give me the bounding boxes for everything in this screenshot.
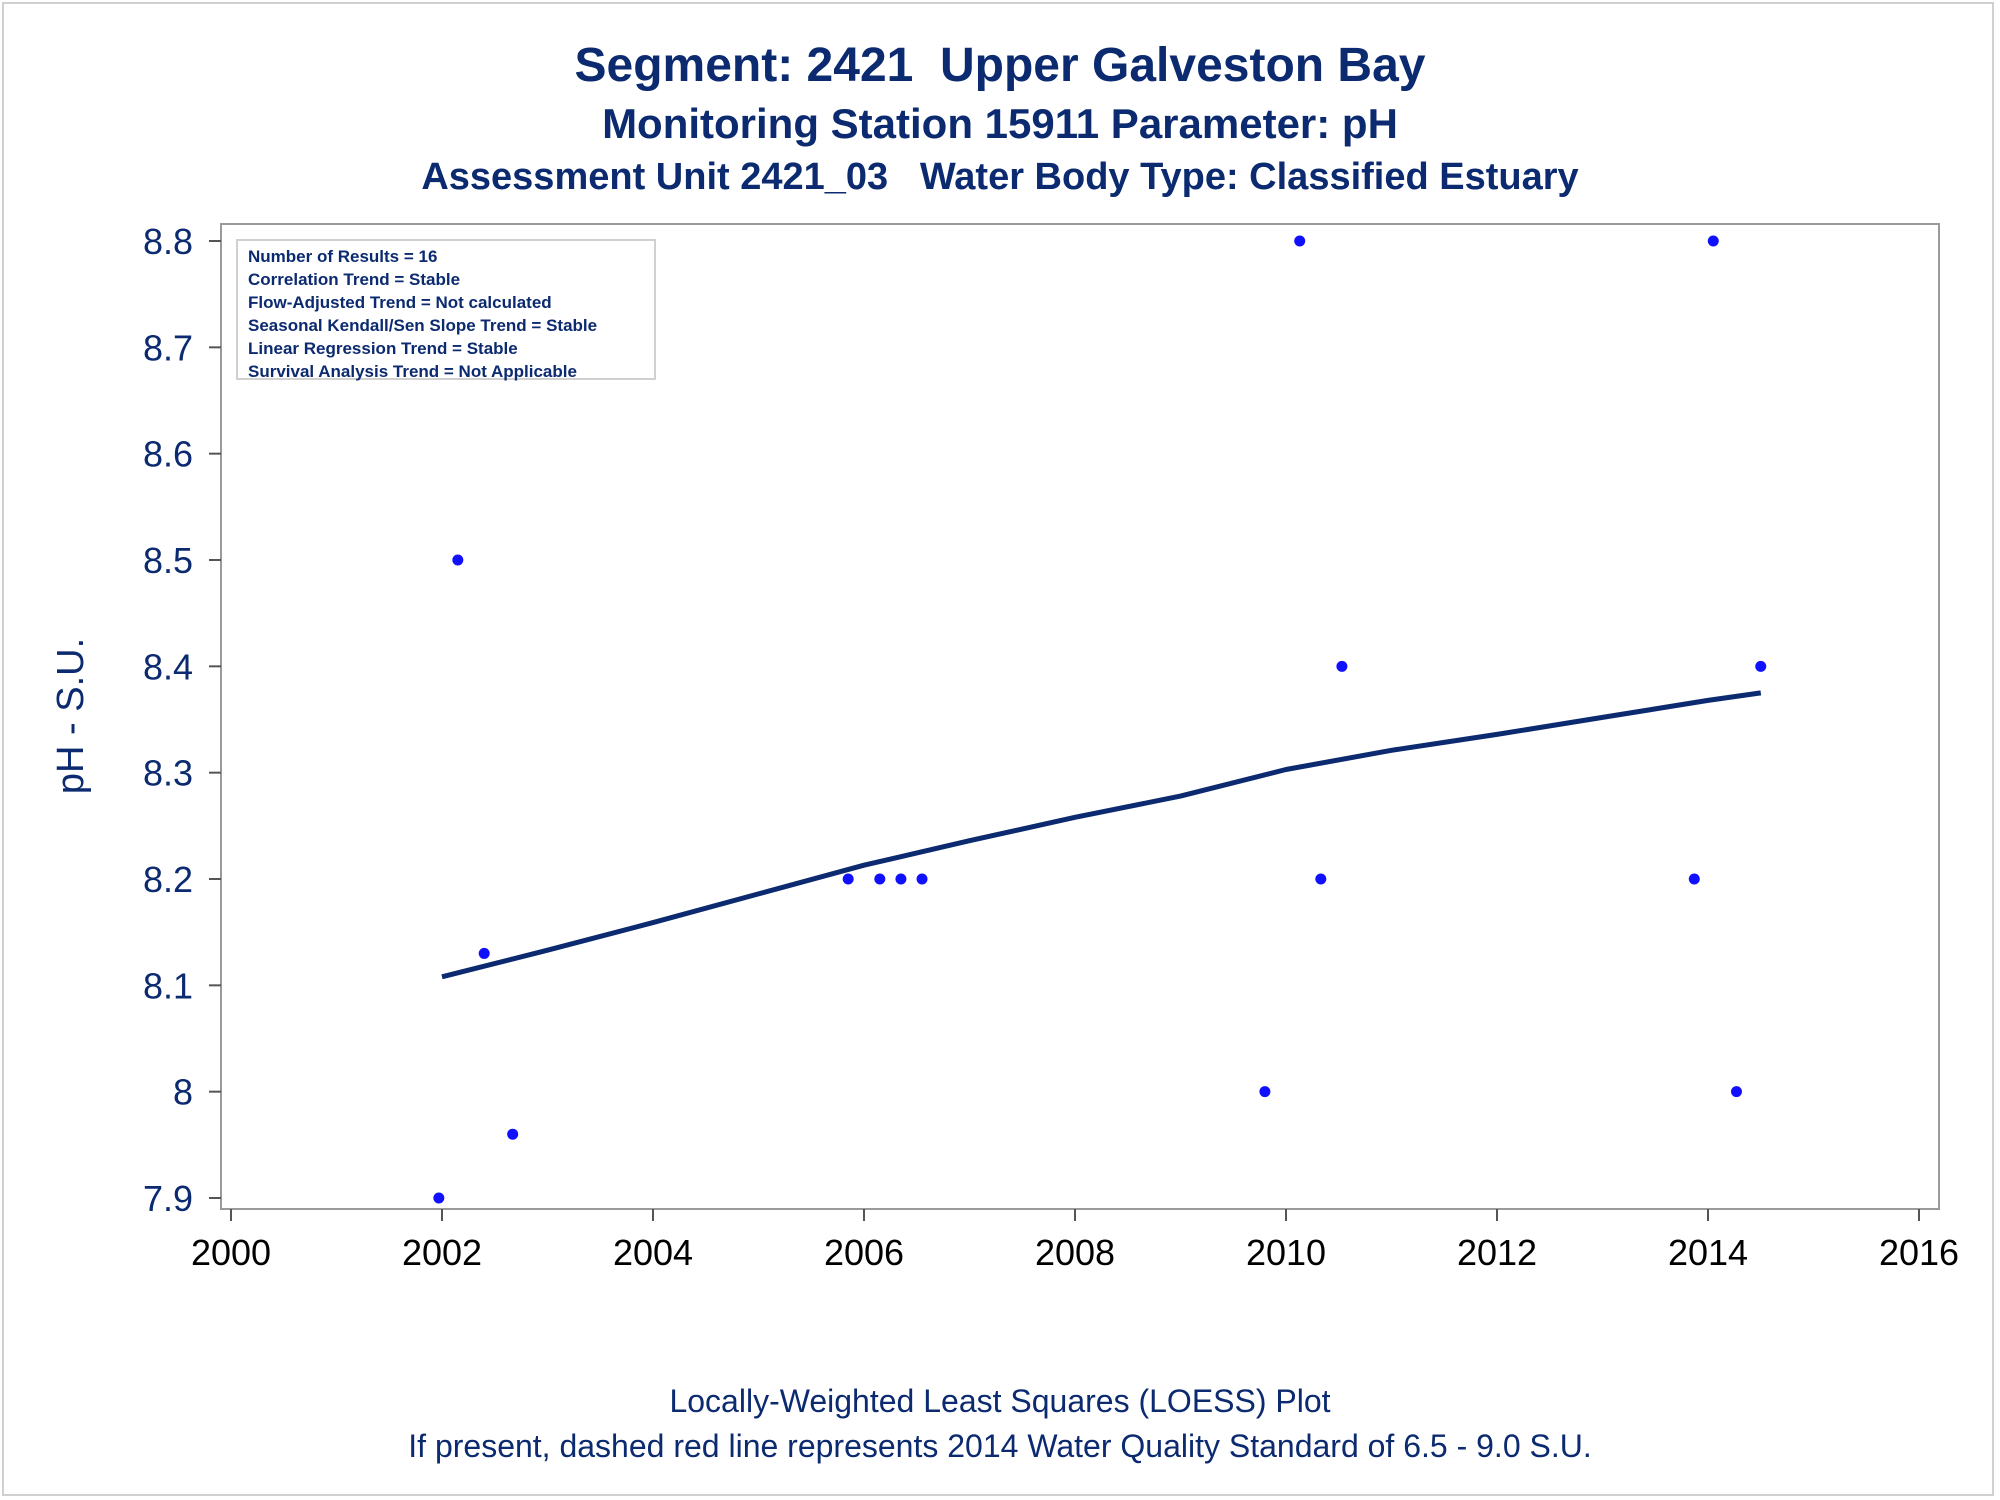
chart-subtitle-2: Assessment Unit 2421_03 Water Body Type:… [421,156,1579,198]
x-tick-label: 2008 [1035,1232,1115,1273]
x-tick-label: 2012 [1457,1232,1537,1273]
data-point [1730,1086,1742,1098]
x-tick-label: 2000 [191,1232,271,1273]
stat-seasonal-kendall-trend: Seasonal Kendall/Sen Slope Trend = Stabl… [248,316,598,335]
x-tick-label: 2006 [824,1232,904,1273]
footnote-standard: If present, dashed red line represents 2… [408,1428,1592,1464]
y-axis-label: pH - S.U. [50,638,92,794]
y-tick-label: 8.6 [143,434,193,475]
y-tick-label: 8.2 [143,859,193,900]
stat-linear-regression-trend: Linear Regression Trend = Stable [248,339,518,358]
y-tick-label: 8.5 [143,540,193,581]
x-tick-label: 2014 [1668,1232,1748,1273]
data-point [507,1128,519,1140]
y-tick-label: 8.3 [143,753,193,794]
y-tick-label: 8 [173,1072,193,1113]
x-tick-label: 2010 [1246,1232,1326,1273]
data-point [1707,235,1719,247]
chart-title: Segment: 2421 Upper Galveston Bay [574,39,1426,92]
data-point [433,1192,445,1204]
y-tick-label: 7.9 [143,1178,193,1219]
x-tick-label: 2004 [613,1232,693,1273]
chart-subtitle: Monitoring Station 15911 Parameter: pH [602,100,1398,147]
stat-survival-analysis-trend: Survival Analysis Trend = Not Applicable [248,362,577,381]
data-point [895,873,907,885]
y-tick-label: 8.7 [143,327,193,368]
y-tick-label: 8.1 [143,965,193,1006]
plot-area-frame [220,223,1940,1210]
stat-number-of-results: Number of Results = 16 [248,247,438,266]
y-tick-label: 8.8 [143,221,193,262]
footnote-loess: Locally-Weighted Least Squares (LOESS) P… [669,1383,1331,1419]
y-tick-label: 8.4 [143,646,193,687]
stats-legend-box: Number of Results = 16 Correlation Trend… [236,239,656,381]
data-point [916,873,928,885]
data-point [1688,873,1700,885]
data-point [452,554,464,566]
stat-correlation-trend: Correlation Trend = Stable [248,270,461,289]
x-tick-label: 2002 [402,1232,482,1273]
data-point [1755,660,1767,672]
data-point [874,873,886,885]
data-point [1336,660,1348,672]
data-point [842,873,854,885]
stat-flow-adjusted-trend: Flow-Adjusted Trend = Not calculated [248,293,552,312]
loess-line [441,690,1762,980]
data-point [1315,873,1327,885]
data-point [478,947,490,959]
x-tick-label: 2016 [1879,1232,1959,1273]
data-point [1259,1086,1271,1098]
data-point [1294,235,1306,247]
